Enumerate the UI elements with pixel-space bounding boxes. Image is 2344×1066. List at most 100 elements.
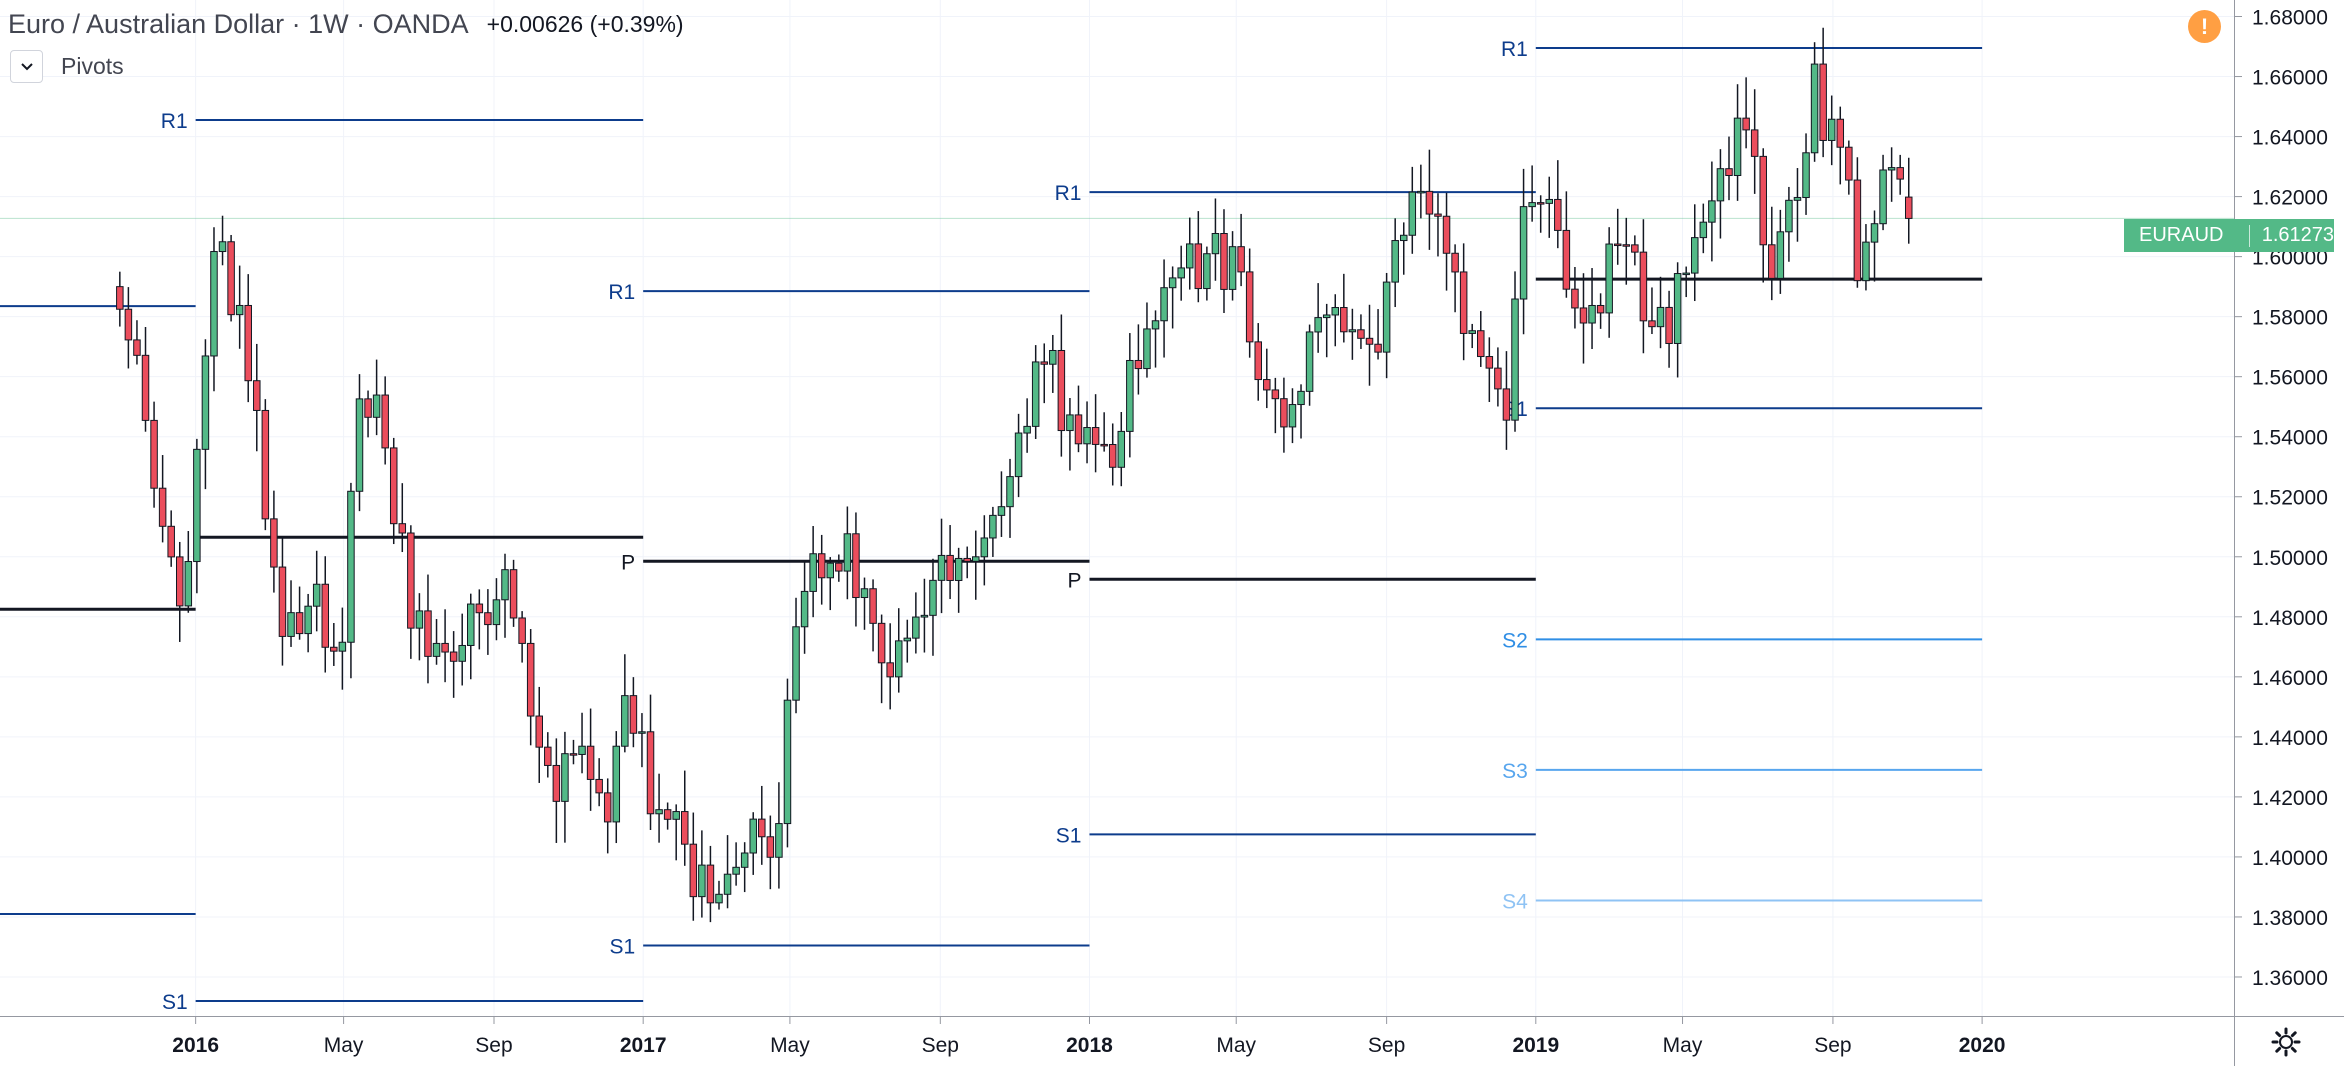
pivot-label: P xyxy=(1067,569,1081,592)
candle-body xyxy=(1879,169,1887,225)
candle-body xyxy=(1417,190,1425,194)
time-tick-label: May xyxy=(324,1034,364,1057)
candle-body xyxy=(1280,398,1288,428)
badge-separator xyxy=(2248,224,2250,247)
candle-body xyxy=(1168,277,1177,289)
candle-body xyxy=(954,557,963,581)
symbol-title[interactable]: Euro / Australian Dollar · 1W · OANDA xyxy=(8,8,469,39)
candle-body xyxy=(449,651,458,662)
candle-body xyxy=(1100,443,1108,447)
indicator-name[interactable]: Pivots xyxy=(61,53,124,79)
candle-body xyxy=(312,583,321,607)
candle-body xyxy=(1083,427,1091,445)
candle-body xyxy=(1194,243,1203,290)
time-tick-label: Sep xyxy=(1368,1034,1405,1057)
candle-body xyxy=(1896,167,1904,180)
candle-body xyxy=(458,644,466,662)
candle-body xyxy=(980,537,989,558)
candle-body xyxy=(389,447,398,525)
pivot-label: S1 xyxy=(1056,824,1082,847)
price-tick-label: 1.64000 xyxy=(2252,127,2328,150)
candle-body xyxy=(287,612,295,637)
candle-body xyxy=(1904,196,1913,219)
candle-body xyxy=(843,533,852,572)
candle-body xyxy=(167,525,175,558)
candle-body xyxy=(621,695,629,747)
candle-body xyxy=(1605,243,1613,314)
candle-body xyxy=(758,818,766,838)
candle-body xyxy=(1588,304,1596,324)
candle-body xyxy=(1648,320,1656,328)
candle-body xyxy=(201,355,210,450)
candle-body xyxy=(578,745,586,755)
price-tick-label: 1.40000 xyxy=(2252,847,2328,870)
candle-body xyxy=(1785,199,1793,233)
pivot-levels: R1S1R1PS1R1PS1R1S1S2S3S4 xyxy=(0,38,1983,1014)
candle-body xyxy=(295,612,304,635)
candle-body xyxy=(1845,146,1853,181)
candle-body xyxy=(1271,389,1280,400)
candle-body xyxy=(1733,117,1742,176)
price-tick-label: 1.36000 xyxy=(2252,967,2328,990)
candle-body xyxy=(749,818,757,854)
candle-body xyxy=(715,893,723,904)
candle-body xyxy=(1519,206,1528,300)
candle-body xyxy=(544,746,552,766)
candle-body xyxy=(809,553,817,592)
candle-body xyxy=(1802,152,1810,199)
candle-body xyxy=(706,864,715,904)
candle-body xyxy=(732,866,740,875)
candle-body xyxy=(1408,191,1417,236)
candle-body xyxy=(415,610,424,629)
candle-body xyxy=(432,642,441,657)
candle-body xyxy=(638,731,646,734)
candle-body xyxy=(158,487,167,527)
legend-toggle-button[interactable] xyxy=(10,50,43,83)
candle-body xyxy=(535,715,543,748)
candle-body xyxy=(946,554,954,581)
candle-body xyxy=(1742,117,1750,131)
candle-body xyxy=(1160,287,1168,322)
candle-body xyxy=(569,753,578,756)
candle-body xyxy=(1322,314,1331,319)
candle-body xyxy=(1545,198,1554,204)
candle-body xyxy=(1502,388,1511,421)
candle-body xyxy=(612,745,621,823)
candle-body xyxy=(1434,213,1442,217)
candle-body xyxy=(1656,306,1665,328)
candle-body xyxy=(227,241,235,316)
candle-body xyxy=(1571,288,1579,309)
candle-body xyxy=(1477,330,1485,358)
candle-body xyxy=(646,731,655,815)
candle-body xyxy=(877,622,886,664)
candle-body xyxy=(1006,476,1014,508)
gear-icon[interactable] xyxy=(2268,1024,2304,1060)
candle-body xyxy=(1228,246,1237,290)
candle-body xyxy=(603,792,612,823)
time-tick-label: Sep xyxy=(475,1034,512,1057)
candle-body xyxy=(835,562,843,572)
candle-body xyxy=(894,640,903,678)
candle-body xyxy=(963,557,971,562)
candle-body xyxy=(672,811,680,820)
candle-body xyxy=(1442,215,1451,254)
candle-body xyxy=(1682,272,1690,276)
price-tick-label: 1.48000 xyxy=(2252,607,2328,630)
candle-body xyxy=(1759,155,1767,246)
candle-body xyxy=(1066,414,1074,432)
candle-body xyxy=(398,523,407,534)
candle-body xyxy=(740,852,749,868)
candle-body xyxy=(1365,337,1374,345)
warning-icon[interactable]: ! xyxy=(2188,10,2221,43)
candle-body xyxy=(338,641,347,652)
candle-body xyxy=(1108,444,1117,468)
candle-body xyxy=(372,394,381,418)
candle-body xyxy=(141,354,150,421)
candle-body xyxy=(1357,329,1365,339)
candle-body xyxy=(133,339,141,356)
candle-body xyxy=(586,745,595,780)
time-tick-label: May xyxy=(1216,1034,1256,1057)
candle-body xyxy=(1716,168,1725,202)
